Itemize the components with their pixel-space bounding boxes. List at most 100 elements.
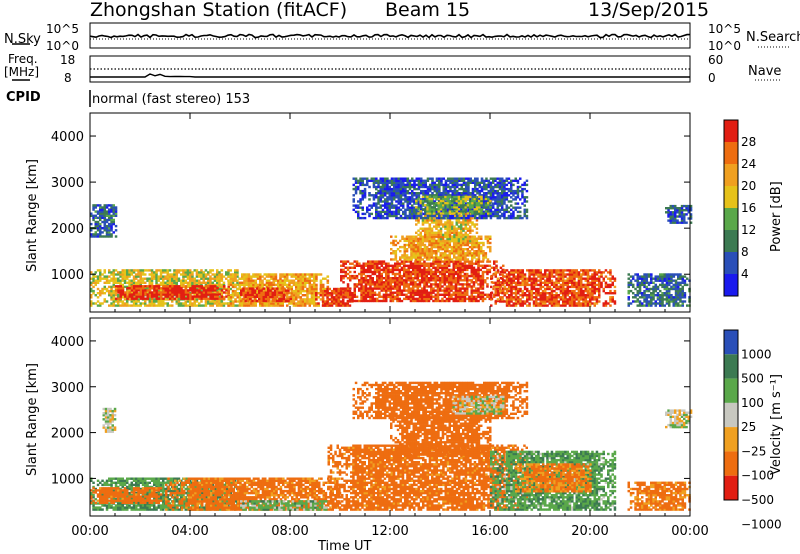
heatmap-cell <box>481 274 485 278</box>
heatmap-cell <box>430 235 434 239</box>
heatmap-cell <box>367 291 370 294</box>
heatmap-cell <box>580 277 583 280</box>
heatmap-cell <box>422 198 425 201</box>
heatmap-cell <box>473 256 476 259</box>
heatmap-cell <box>189 302 192 305</box>
heatmap-cell <box>595 273 599 276</box>
heatmap-cell <box>142 289 145 292</box>
heatmap-cell <box>388 202 391 205</box>
heatmap-cell <box>409 279 413 282</box>
heatmap-cell <box>209 283 212 287</box>
heatmap-cell <box>415 192 418 195</box>
heatmap-cell <box>139 295 143 298</box>
heatmap-cell <box>477 250 481 253</box>
heatmap-cell <box>180 273 183 276</box>
heatmap-cell <box>146 304 149 307</box>
heatmap-cell <box>220 283 224 287</box>
heatmap-cell <box>571 275 574 278</box>
heatmap-cell <box>313 277 316 280</box>
heatmap-cell <box>384 202 387 205</box>
heatmap-cell <box>505 277 509 280</box>
heatmap-cell <box>393 192 396 195</box>
heatmap-cell <box>435 177 439 180</box>
heatmap-cell <box>568 271 572 274</box>
heatmap-cell <box>144 289 147 292</box>
heatmap-cell <box>394 274 397 278</box>
heatmap-cell <box>310 275 314 278</box>
heatmap-cell <box>457 283 460 286</box>
heatmap-cell <box>571 289 574 293</box>
cpid-text: normal (fast stereo) 153 <box>92 92 251 107</box>
heatmap-cell <box>344 260 347 263</box>
heatmap-cell <box>571 302 574 305</box>
heatmap-cell <box>432 262 435 265</box>
heatmap-cell <box>376 262 379 265</box>
heatmap-cell <box>387 272 390 276</box>
heatmap-cell <box>205 289 208 292</box>
heatmap-cell <box>363 192 367 195</box>
heatmap-cell <box>369 287 372 290</box>
heatmap-cell <box>436 277 440 280</box>
heatmap-cell <box>295 304 298 307</box>
heatmap-cell <box>394 279 397 282</box>
heatmap-cell <box>304 285 307 289</box>
heatmap-cell <box>148 269 151 272</box>
heatmap-cell <box>519 275 522 278</box>
heatmap-cell <box>430 229 434 232</box>
heatmap-cell <box>182 291 185 294</box>
heatmap-cell <box>216 279 219 282</box>
heatmap-cell <box>405 295 408 298</box>
heatmap-cell <box>286 283 289 287</box>
heatmap-cell <box>486 241 490 245</box>
heatmap-cell <box>368 185 371 189</box>
heatmap-cell <box>222 304 226 307</box>
heatmap-cell <box>175 283 178 287</box>
heatmap-cell <box>413 185 416 189</box>
heatmap-cell <box>169 289 172 292</box>
heatmap-cell <box>539 298 542 301</box>
heatmap-cell <box>566 273 569 276</box>
heatmap-cell <box>609 269 612 272</box>
heatmap-cell <box>435 243 438 247</box>
heatmap-cell <box>308 273 311 276</box>
heatmap-cell <box>361 198 364 201</box>
heatmap-cell <box>604 275 608 278</box>
heatmap-cell <box>315 289 318 293</box>
heatmap-cell <box>135 293 138 296</box>
heatmap-cell <box>384 210 387 214</box>
heatmap-cell <box>404 179 407 182</box>
heatmap-cell <box>494 271 497 274</box>
heatmap-cell <box>438 214 441 218</box>
heatmap-cell <box>299 285 302 289</box>
heatmap-cell <box>385 291 388 294</box>
heatmap-cell <box>532 283 536 287</box>
heatmap-cell <box>523 302 527 305</box>
heatmap-cell <box>231 296 235 299</box>
heatmap-cell <box>566 285 569 289</box>
heatmap-cell <box>330 298 334 301</box>
heatmap-cell <box>475 297 478 301</box>
heatmap-cell <box>225 295 228 298</box>
heatmap-cell <box>557 304 560 307</box>
heatmap-cell <box>484 264 487 267</box>
heatmap-cell <box>469 219 472 222</box>
heatmap-cell <box>290 285 293 289</box>
heatmap-cell <box>408 237 411 240</box>
heatmap-cell <box>322 283 325 287</box>
heatmap-cell <box>315 279 318 282</box>
heatmap-cell <box>539 294 542 297</box>
heatmap-cell <box>232 292 235 295</box>
heatmap-cell <box>462 248 465 251</box>
heatmap-cell <box>355 283 359 286</box>
heatmap-cell <box>432 291 435 294</box>
heatmap-cell <box>437 241 440 245</box>
heatmap-cell <box>564 296 567 299</box>
heatmap-cell <box>369 266 372 269</box>
heatmap-cell <box>283 273 287 276</box>
heatmap-cell <box>368 179 371 182</box>
heatmap-cell <box>445 279 449 282</box>
heatmap-cell <box>358 279 361 282</box>
heatmap-cell <box>189 273 192 276</box>
heatmap-cell <box>446 258 449 261</box>
heatmap-cell <box>421 297 424 301</box>
